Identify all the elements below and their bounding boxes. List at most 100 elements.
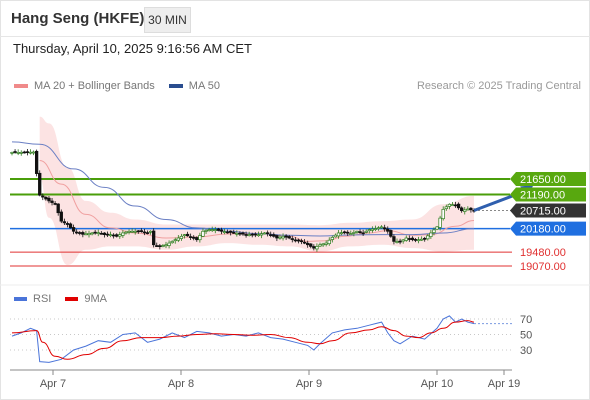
candle-body: [336, 232, 341, 237]
candle-body: [278, 236, 282, 239]
candle-body: [238, 232, 242, 235]
legend-swatch-9ma: [65, 297, 79, 301]
price-label-bg-resistance: [510, 172, 586, 186]
candle-body: [164, 244, 168, 247]
candle-body: [370, 228, 375, 231]
candle-body: [435, 226, 439, 230]
candle-body: [19, 152, 23, 154]
price-label-pivot: 20180.00: [520, 224, 566, 236]
candle-body: [182, 234, 187, 236]
candle-body: [219, 229, 224, 232]
legend-label-9ma: 9MA: [84, 293, 107, 305]
candle-body: [416, 239, 421, 242]
candle-body: [401, 239, 405, 242]
x-axis-tick-label: Apr 19: [488, 378, 520, 390]
candle-body: [404, 237, 408, 241]
candle-body: [342, 231, 347, 234]
candle-body: [355, 230, 359, 233]
candle-body: [59, 211, 63, 222]
candle-body: [256, 234, 261, 236]
legend-label-ma50: MA 50: [188, 80, 220, 92]
candle-body: [429, 232, 433, 237]
candle-body: [296, 239, 301, 242]
candle-body: [392, 236, 396, 242]
candle-body: [410, 237, 415, 241]
candle-body: [284, 235, 288, 238]
candle-body: [383, 227, 387, 230]
interval-button[interactable]: 30 MIN: [144, 7, 191, 33]
price-label-bg-resistance: [510, 187, 586, 202]
candle-body: [47, 197, 51, 202]
candle-body: [389, 230, 393, 237]
candle-body: [361, 232, 365, 235]
candle-body: [210, 229, 214, 231]
candle-body: [87, 233, 91, 236]
legend-swatch-rsi: [14, 297, 27, 301]
candle-body: [225, 231, 230, 234]
candle-body: [41, 195, 45, 198]
candle-body: [318, 244, 322, 247]
candle-body: [395, 241, 399, 243]
candle-body: [463, 209, 467, 212]
candle-body: [438, 217, 442, 228]
candle-body: [290, 238, 294, 240]
candle-body: [25, 151, 30, 154]
candle-body: [423, 237, 427, 240]
candle-body: [407, 238, 411, 240]
candle-body: [349, 233, 353, 235]
candle-body: [13, 151, 17, 153]
price-label-bg-last: [510, 203, 586, 218]
candle-body: [167, 242, 171, 246]
candle-body: [179, 235, 184, 239]
candle-body: [250, 233, 254, 236]
rsi-legend: RSI 9MA: [14, 293, 121, 305]
candle-body: [269, 234, 273, 236]
candle-body: [222, 231, 227, 233]
candle-body: [158, 245, 162, 248]
candle-body: [259, 233, 264, 236]
candle-body: [201, 230, 205, 237]
candle-body: [441, 208, 445, 220]
price-label-last: 20715.00: [520, 206, 566, 218]
candle-body: [339, 232, 344, 234]
candle-body: [176, 237, 180, 241]
candle-body: [447, 203, 452, 207]
candle-body: [262, 232, 267, 235]
candle-body: [235, 232, 239, 235]
candle-body: [275, 235, 279, 239]
candle-body: [232, 231, 236, 234]
candle-body: [192, 236, 196, 239]
price-label-bg-pivot: [510, 221, 586, 236]
rsi-tick-label: 30: [520, 345, 532, 357]
candle-body: [469, 207, 473, 211]
candle-body: [321, 243, 325, 246]
candle-body: [99, 232, 103, 235]
candle-body: [376, 227, 381, 230]
candle-body: [281, 235, 285, 239]
candle-body: [302, 241, 307, 244]
candle-body: [34, 150, 39, 174]
candle-body: [62, 221, 67, 224]
candle-body: [358, 231, 362, 233]
rsi-tick-label: 70: [520, 314, 532, 326]
candle-body: [142, 231, 147, 234]
candle-body: [115, 234, 119, 237]
candle-body: [265, 232, 270, 235]
candle-body: [130, 230, 134, 233]
candle-body: [127, 230, 131, 233]
candle-body: [102, 232, 107, 235]
candle-body: [379, 226, 384, 229]
candle-body: [65, 223, 70, 225]
candle-body: [306, 242, 310, 246]
legend-swatch-ma20: [14, 84, 28, 88]
legend-label-ma20: MA 20 + Bollinger Bands: [34, 80, 155, 92]
timestamp: Thursday, April 10, 2025 9:16:56 AM CET: [13, 41, 252, 56]
candle-body: [253, 233, 257, 236]
candle-body: [81, 232, 85, 235]
candle-body: [327, 239, 331, 245]
candle-body: [333, 234, 338, 238]
candle-body: [93, 231, 97, 234]
candle-body: [38, 172, 42, 196]
candle-body: [229, 230, 233, 233]
